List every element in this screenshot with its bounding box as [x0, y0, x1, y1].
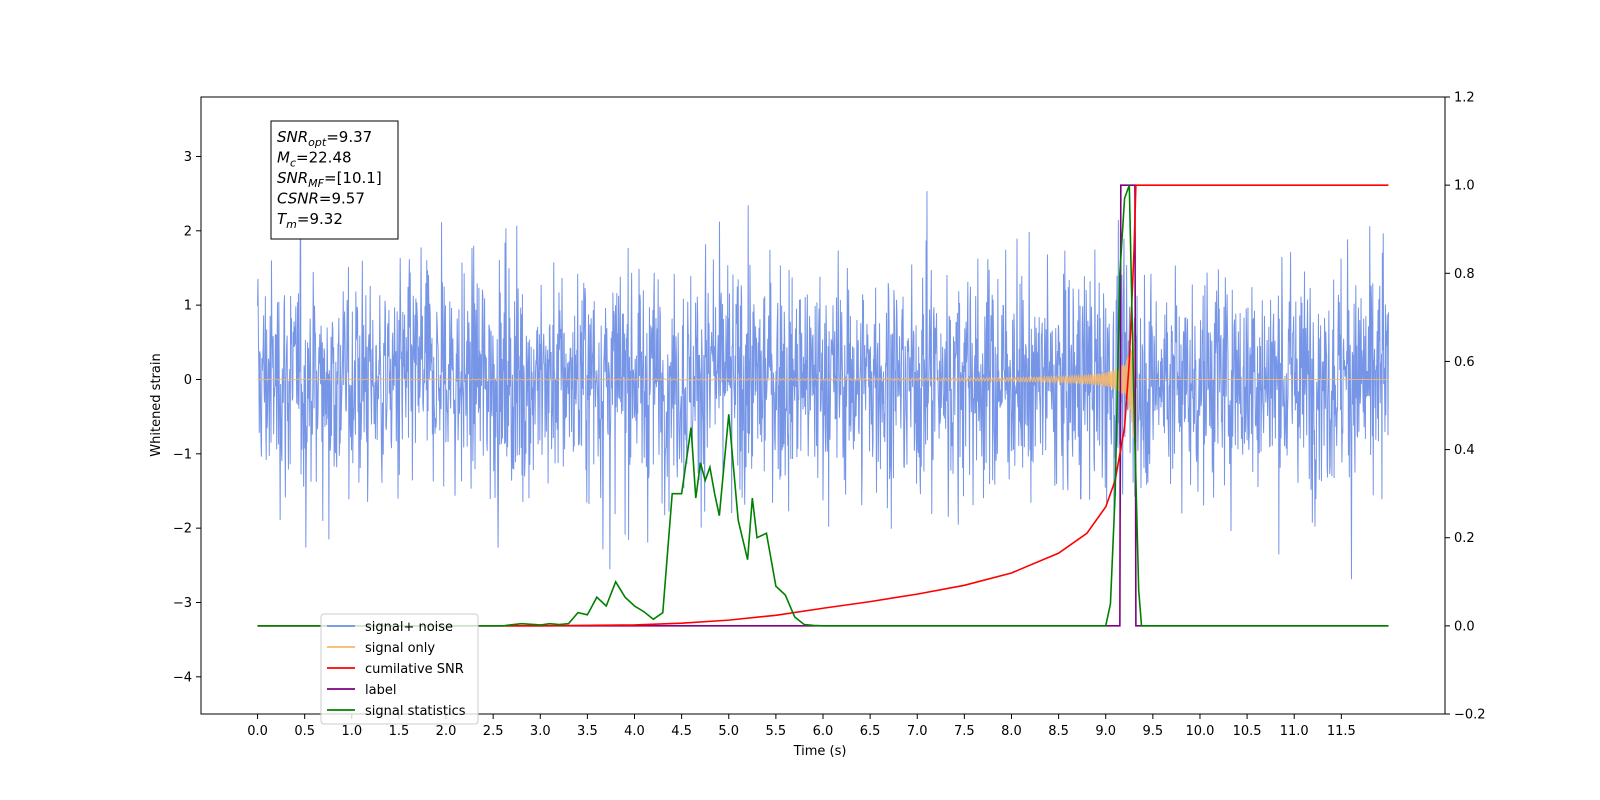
- y-tick-label: −2: [173, 522, 192, 537]
- y-tick-label: 2: [184, 224, 192, 239]
- y2-tick-label: −0.2: [1454, 708, 1486, 723]
- x-tick-label: 11.0: [1280, 724, 1309, 739]
- info-name: SNR: [277, 128, 308, 146]
- legend-label: signal only: [365, 641, 435, 656]
- y-tick-label: −4: [173, 670, 192, 685]
- info-subscript: c: [290, 157, 296, 170]
- y2-tick-label: 0.8: [1454, 267, 1475, 282]
- info-name: CSNR: [277, 190, 319, 208]
- x-tick-label: 2.5: [483, 724, 504, 739]
- x-tick-label: 5.0: [718, 724, 739, 739]
- x-tick-label: 3.0: [530, 724, 551, 739]
- x-tick-label: 7.5: [954, 724, 975, 739]
- x-tick-label: 4.5: [671, 724, 692, 739]
- legend-label: cumilative SNR: [365, 662, 464, 677]
- y2-tick-label: 0.2: [1454, 531, 1475, 546]
- info-box: SNRopt=9.37Mc=22.48SNRMF=[10.1]CSNR=9.57…: [270, 120, 399, 240]
- x-tick-label: 8.0: [1001, 724, 1022, 739]
- x-tick-label: 7.0: [907, 724, 928, 739]
- y-tick-label: 1: [184, 299, 192, 314]
- info-subscript: m: [286, 218, 297, 231]
- x-tick-label: 3.5: [577, 724, 598, 739]
- info-value: =22.48: [296, 149, 352, 167]
- x-axis: 0.0 0.5 1.0 1.5 2.0 2.5 3.0 3.5 4.0 4.5 5.0 5.5 6.0 6…: [247, 714, 1356, 739]
- info-value: =9.57: [319, 190, 365, 208]
- legend-label: label: [365, 683, 396, 698]
- info-line: CSNR=9.57: [277, 190, 365, 208]
- x-tick-label: 5.5: [766, 724, 787, 739]
- x-tick-label: 9.5: [1143, 724, 1164, 739]
- x-tick-label: 1.0: [341, 724, 362, 739]
- y-axis-label: Whitened strain: [149, 353, 164, 456]
- x-tick-label: 1.5: [389, 724, 410, 739]
- y-axis-left: −4 −3 −2 −1 0 1 2 3: [173, 150, 201, 685]
- series-signal-only: [257, 311, 1389, 445]
- info-name: M: [277, 149, 290, 167]
- x-tick-label: 0.5: [294, 724, 315, 739]
- info-value: =9.37: [326, 128, 372, 146]
- x-tick-label: 10.5: [1233, 724, 1262, 739]
- y-axis-right: −0.2 0.0 0.2 0.4 0.6 0.8 1.0 1.2: [1445, 91, 1486, 723]
- info-value: =[10.1]: [324, 169, 382, 187]
- x-tick-label: 9.0: [1095, 724, 1116, 739]
- info-line: Mc=22.48: [277, 149, 352, 170]
- y2-tick-label: 1.0: [1454, 179, 1475, 194]
- y2-tick-label: 1.2: [1454, 91, 1475, 106]
- y-tick-label: 0: [184, 373, 192, 388]
- info-name: T: [277, 210, 288, 228]
- series-cumulative-snr: [257, 184, 1389, 627]
- info-line: SNRMF=[10.1]: [277, 169, 382, 190]
- y-tick-label: 3: [184, 150, 192, 165]
- x-tick-label: 11.5: [1327, 724, 1356, 739]
- legend-label: signal statistics: [365, 704, 466, 719]
- legend: signal+ noise signal only cumilative SNR la…: [320, 613, 479, 725]
- info-box-frame: [270, 120, 399, 240]
- info-line: Tm=9.32: [277, 210, 343, 231]
- info-value: =9.32: [297, 210, 343, 228]
- info-name: SNR: [277, 169, 308, 187]
- x-tick-label: 6.5: [860, 724, 881, 739]
- y2-tick-label: 0.0: [1454, 619, 1475, 634]
- y-tick-label: −1: [173, 447, 192, 462]
- legend-frame: [320, 613, 479, 725]
- x-tick-label: 2.0: [436, 724, 457, 739]
- legend-label: signal+ noise: [365, 620, 453, 635]
- x-tick-label: 4.0: [624, 724, 645, 739]
- x-axis-label: Time (s): [793, 744, 847, 759]
- series-signal-noise: [257, 191, 1389, 580]
- info-subscript: MF: [308, 177, 324, 190]
- x-tick-label: 8.5: [1048, 724, 1069, 739]
- x-tick-label: 0.0: [247, 724, 268, 739]
- info-subscript: opt: [308, 136, 327, 149]
- series-signal-statistics: [257, 184, 1389, 627]
- y-tick-label: −3: [173, 596, 192, 611]
- info-line: SNRopt=9.37: [277, 128, 372, 149]
- plot-area: [257, 184, 1389, 627]
- y2-tick-label: 0.4: [1454, 443, 1475, 458]
- y2-tick-label: 0.6: [1454, 355, 1475, 370]
- x-tick-label: 10.0: [1185, 724, 1214, 739]
- x-tick-label: 6.0: [813, 724, 834, 739]
